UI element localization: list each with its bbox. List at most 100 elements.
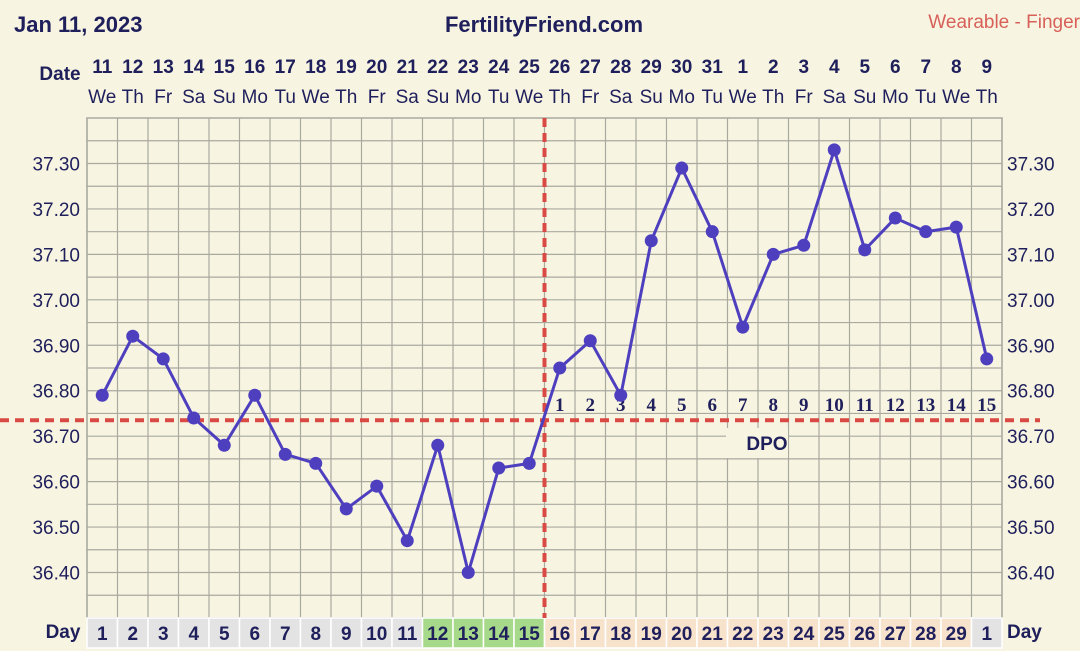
site-title[interactable]: FertilityFriend.com	[444, 12, 644, 37]
dpo-number: 14	[947, 395, 967, 416]
temperature-point[interactable]	[919, 225, 933, 239]
cycle-day-label: 17	[580, 624, 601, 645]
cycle-day-label: 29	[946, 624, 967, 645]
cycle-day-cell	[818, 617, 851, 649]
weekday-label: Sa	[182, 87, 206, 108]
y-tick-label-left: 36.40	[32, 564, 80, 585]
y-tick-label-right: 37.20	[1007, 200, 1055, 221]
temperature-point[interactable]	[339, 502, 353, 516]
date-label: 24	[488, 57, 510, 78]
date-label: 21	[397, 57, 419, 78]
temperature-point[interactable]	[156, 352, 170, 366]
temperature-point[interactable]	[583, 334, 597, 348]
cycle-day-cell	[696, 617, 729, 649]
date-label: 23	[458, 57, 479, 78]
temperature-point[interactable]	[248, 388, 262, 402]
date-label: 8	[951, 57, 962, 78]
temperature-point[interactable]	[675, 161, 689, 175]
dpo-number: 1	[555, 395, 565, 416]
date-label: 19	[336, 57, 357, 78]
date-label: 30	[671, 57, 692, 78]
date-label: 6	[890, 57, 901, 78]
cycle-day-label: 18	[610, 624, 631, 645]
temperature-point[interactable]	[797, 238, 811, 252]
cycle-day-cell	[299, 617, 332, 649]
dpo-number: 15	[977, 395, 996, 416]
temperature-point[interactable]	[187, 411, 201, 425]
temperature-point[interactable]	[705, 225, 719, 239]
temperature-point[interactable]	[766, 247, 780, 261]
date-label: 16	[244, 57, 265, 78]
temperature-point[interactable]	[858, 243, 872, 257]
temperature-point[interactable]	[949, 220, 963, 234]
temperature-point[interactable]	[278, 447, 292, 461]
temperature-point[interactable]	[553, 361, 567, 375]
weekday-label: Su	[213, 87, 236, 108]
cycle-day-label: 22	[732, 624, 753, 645]
dpo-number: 6	[708, 395, 718, 416]
dpo-number: 10	[825, 395, 844, 416]
weekday-label: Th	[762, 87, 784, 108]
cycle-day-label: 19	[641, 624, 662, 645]
cycle-day-cell	[208, 617, 241, 649]
cycle-day-label: 24	[793, 624, 815, 645]
weekday-label: Tu	[702, 87, 723, 108]
y-tick-label-left: 36.70	[32, 427, 80, 448]
weekday-label: Th	[335, 87, 357, 108]
date-label: 3	[798, 57, 809, 78]
y-tick-label-left: 37.30	[32, 155, 80, 176]
temperature-point[interactable]	[827, 143, 841, 157]
temperature-point[interactable]	[431, 438, 445, 452]
date-label: 26	[549, 57, 570, 78]
cycle-day-label: 1	[981, 624, 992, 645]
temperature-point[interactable]	[644, 234, 658, 248]
y-tick-label-left: 36.60	[32, 473, 80, 494]
weekday-label: We	[515, 87, 543, 108]
cycle-day-label: 27	[885, 624, 906, 645]
weekday-label: Th	[976, 87, 998, 108]
y-tick-label-left: 36.80	[32, 382, 80, 403]
cycle-day-cell	[421, 617, 454, 649]
cycle-day-label: 16	[549, 624, 570, 645]
temperature-point[interactable]	[522, 456, 536, 470]
weekday-label: Sa	[609, 87, 633, 108]
dpo-number: 5	[677, 395, 687, 416]
dpo-label: DPO	[746, 434, 787, 455]
y-tick-label-right: 36.80	[1007, 382, 1055, 403]
device-label: Wearable - Finger	[928, 12, 1080, 33]
date-label: 9	[981, 57, 992, 78]
cycle-day-cell	[86, 617, 119, 649]
temperature-point[interactable]	[95, 388, 109, 402]
cycle-day-label: 13	[458, 624, 479, 645]
cycle-day-label: 10	[366, 624, 387, 645]
dpo-label-bg	[726, 428, 788, 458]
temperature-point[interactable]	[217, 438, 231, 452]
date-label: 28	[610, 57, 631, 78]
cycle-day-label: 12	[427, 624, 448, 645]
temperature-point[interactable]	[614, 388, 628, 402]
weekday-label: Su	[640, 87, 663, 108]
temperature-point[interactable]	[370, 479, 384, 493]
temperature-point[interactable]	[980, 352, 994, 366]
weekday-label: Th	[122, 87, 144, 108]
temperature-point[interactable]	[461, 566, 475, 579]
temperature-point[interactable]	[400, 534, 414, 548]
y-tick-label-left: 36.50	[32, 518, 80, 539]
temperature-point[interactable]	[492, 461, 506, 475]
cycle-day-label: 28	[915, 624, 936, 645]
temperature-point[interactable]	[736, 320, 750, 334]
weekday-label: We	[88, 87, 116, 108]
cycle-day-label: 9	[341, 624, 352, 645]
cycle-day-label: 8	[310, 624, 321, 645]
cycle-day-label: 20	[671, 624, 692, 645]
date-label: 11	[92, 57, 113, 78]
date-label: 2	[768, 57, 779, 78]
cycle-day-cell	[970, 617, 1003, 649]
weekday-label: Su	[426, 87, 449, 108]
temperature-point[interactable]	[888, 211, 902, 225]
cycle-day-cell	[116, 617, 149, 649]
dpo-number: 7	[738, 395, 748, 416]
temperature-point[interactable]	[126, 329, 140, 343]
weekday-label: Mo	[242, 87, 268, 108]
temperature-point[interactable]	[309, 456, 323, 470]
